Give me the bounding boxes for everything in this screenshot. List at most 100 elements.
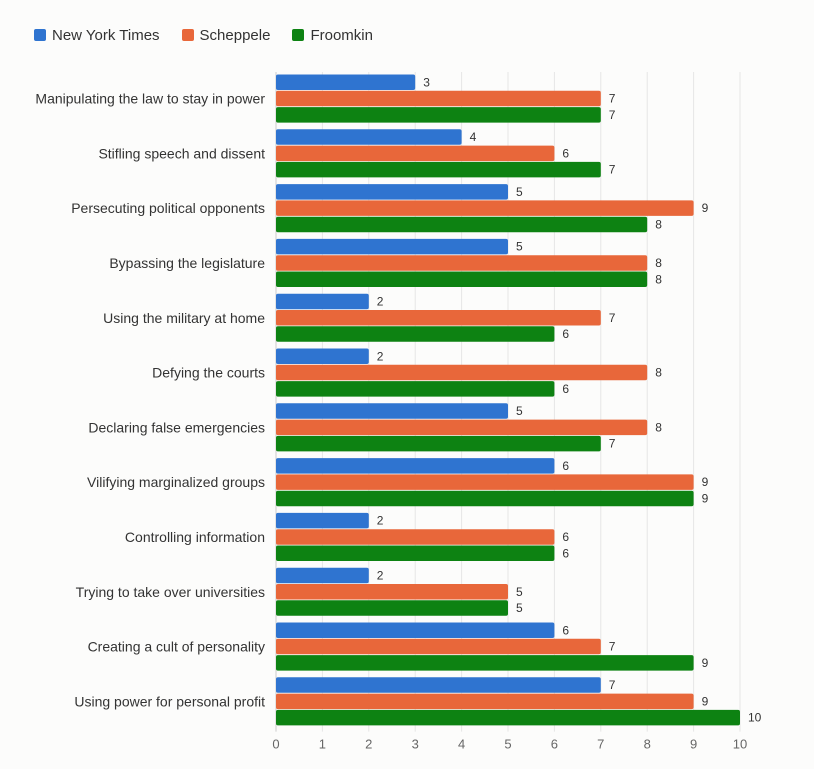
x-tick-label: 5 [504, 737, 511, 752]
category-label: Using power for personal profit [74, 693, 265, 709]
bar [276, 326, 555, 342]
legend: New York Times Scheppele Froomkin [34, 25, 373, 45]
bar [276, 529, 555, 545]
legend-item[interactable]: New York Times [34, 27, 160, 44]
legend-item[interactable]: Froomkin [292, 27, 373, 44]
x-tick-label: 1 [319, 737, 326, 752]
data-label: 6 [562, 327, 569, 341]
data-label: 9 [702, 475, 709, 489]
bar [276, 677, 601, 693]
data-label: 5 [516, 585, 523, 599]
legend-item[interactable]: Scheppele [181, 26, 271, 44]
data-label: 6 [562, 530, 569, 544]
data-label: 9 [702, 201, 709, 215]
x-tick-label: 6 [551, 737, 558, 752]
data-label: 7 [609, 92, 616, 106]
data-label: 4 [470, 130, 477, 144]
bar [276, 200, 694, 216]
x-tick-label: 3 [412, 737, 419, 752]
data-label: 8 [655, 420, 662, 434]
data-label: 2 [377, 568, 384, 582]
data-label: 8 [655, 272, 662, 286]
data-label: 6 [562, 146, 569, 160]
x-tick-label: 9 [690, 737, 697, 752]
data-label: 6 [562, 459, 569, 473]
category-label: Manipulating the law to stay in power [35, 91, 265, 107]
bar [276, 145, 555, 162]
bar [276, 567, 369, 584]
category-label: Stifling speech and dissent [98, 145, 265, 161]
legend-swatch [181, 29, 194, 41]
category-label: Declaring false emergencies [88, 419, 265, 435]
legend-label: Froomkin [310, 26, 373, 44]
bar [276, 458, 555, 474]
x-tick-label: 2 [365, 737, 372, 752]
data-label: 5 [516, 185, 523, 199]
bar [276, 348, 369, 364]
data-label: 9 [702, 656, 709, 670]
bar [276, 364, 648, 381]
bar [276, 271, 648, 287]
bar [276, 381, 555, 397]
data-label: 7 [609, 311, 616, 325]
data-label: 8 [655, 256, 662, 270]
bar [276, 216, 648, 233]
bar [276, 403, 508, 419]
bar [276, 584, 508, 600]
bar [276, 107, 601, 123]
bar [276, 90, 601, 107]
category-label: Controlling information [125, 529, 265, 545]
data-label: 2 [377, 514, 384, 528]
x-tick-label: 4 [458, 737, 465, 752]
x-tick-label: 0 [272, 737, 279, 752]
bar [276, 474, 694, 490]
data-label: 5 [516, 240, 523, 254]
category-label: Bypassing the legislature [109, 255, 265, 271]
data-label: 3 [423, 75, 430, 89]
bar [276, 490, 694, 507]
data-label: 5 [516, 601, 523, 615]
category-label: Using the military at home [103, 310, 265, 326]
bar [276, 435, 601, 452]
category-label: Persecuting political opponents [71, 200, 265, 216]
data-label: 9 [702, 491, 709, 505]
data-label: 2 [377, 294, 384, 308]
data-label: 7 [609, 678, 616, 692]
x-tick-label: 7 [597, 737, 604, 752]
legend-swatch [292, 29, 305, 41]
bar [276, 545, 555, 561]
data-label: 8 [655, 217, 662, 231]
bar [276, 129, 462, 145]
category-label: Vilifying marginalized groups [87, 474, 265, 490]
data-label: 7 [609, 163, 616, 177]
bar [276, 622, 555, 638]
data-label: 9 [702, 694, 709, 708]
x-tick-label: 10 [733, 737, 747, 752]
data-label: 10 [748, 711, 762, 725]
category-label: Defying the courts [152, 365, 265, 381]
legend-label: New York Times [52, 26, 160, 44]
bar [276, 293, 369, 310]
bar [276, 255, 648, 271]
data-label: 2 [377, 349, 384, 363]
data-label: 8 [655, 366, 662, 380]
bar [276, 419, 648, 436]
data-label: 6 [562, 546, 569, 560]
data-label: 7 [609, 437, 616, 451]
data-label: 6 [562, 382, 569, 396]
data-label: 7 [609, 108, 616, 122]
bar [276, 512, 369, 529]
data-label: 5 [516, 404, 523, 418]
category-label: Trying to take over universities [76, 584, 265, 600]
bar [276, 184, 508, 200]
legend-label: Scheppele [199, 26, 271, 44]
category-label: Creating a cult of personality [88, 639, 265, 655]
data-label: 6 [562, 623, 569, 637]
data-label: 7 [609, 640, 616, 654]
bar [276, 600, 508, 616]
bar [276, 74, 416, 90]
bar [276, 693, 694, 710]
bar [276, 638, 601, 655]
